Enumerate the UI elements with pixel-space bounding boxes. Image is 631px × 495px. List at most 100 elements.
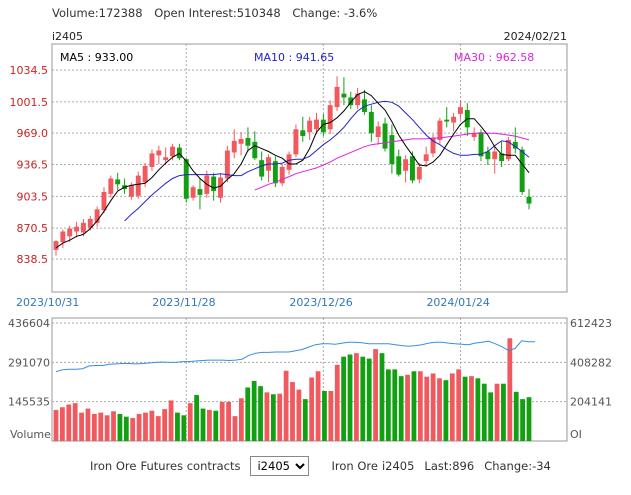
volume-bar <box>366 358 372 441</box>
candle-up <box>471 133 477 138</box>
volume-bar <box>232 416 238 441</box>
candle-up <box>457 107 463 114</box>
candle-up <box>505 139 511 160</box>
price-tick-label: 1034.5 <box>10 64 49 77</box>
candle-down <box>362 99 367 112</box>
candle-up <box>423 154 429 162</box>
candle-up <box>437 120 443 140</box>
price-tick-label: 838.5 <box>17 253 49 266</box>
volume-bar <box>175 412 180 441</box>
volume-bar <box>449 373 455 441</box>
ma10-line <box>124 100 530 222</box>
volume-bar <box>98 412 104 441</box>
last-price-label: Last:896 <box>424 459 475 473</box>
volume-bar <box>155 416 161 441</box>
candle-down <box>512 141 518 149</box>
candle-up <box>218 177 223 198</box>
volume-bar <box>219 401 225 441</box>
candle-down <box>211 176 217 192</box>
candle-up <box>307 120 313 133</box>
volume-bar <box>123 416 129 441</box>
candle-down <box>396 156 402 175</box>
volume-bar <box>149 410 155 441</box>
candle-up <box>101 191 107 211</box>
volume-bar <box>475 378 481 441</box>
candle-up <box>190 187 196 198</box>
volume-bar <box>66 404 72 441</box>
volume-bar <box>360 356 366 441</box>
candle-up <box>170 146 176 157</box>
ma30-legend: MA30 : 962.58 <box>454 51 534 64</box>
volume-bar <box>309 377 315 441</box>
volume-bar <box>322 391 327 441</box>
volume-bar <box>507 338 513 441</box>
candle-up <box>224 150 230 179</box>
candle-up <box>286 154 292 170</box>
candle-up <box>60 231 66 243</box>
volume-bar <box>143 412 148 441</box>
volume-bar <box>91 413 97 441</box>
volume-bar <box>302 399 308 441</box>
candle-up <box>67 228 73 237</box>
candle-up <box>492 151 498 160</box>
volume-bar <box>181 415 187 441</box>
kline-chart[interactable]: 1034.5 1001.5 969.0 936.5 903.5 870.5 838.5 202… <box>0 0 631 450</box>
price-tick-label: 903.5 <box>17 190 49 203</box>
oi-axis-label: OI <box>570 428 582 441</box>
volume-bar <box>187 403 193 441</box>
volume-bar <box>53 409 59 441</box>
candle-up <box>135 175 141 196</box>
volume-bar <box>136 413 142 441</box>
candle-up <box>238 138 244 144</box>
volume-bar <box>200 408 206 441</box>
volume-axis-label: Volume <box>10 428 51 441</box>
volume-bar <box>481 383 487 441</box>
candle-down <box>341 93 347 98</box>
volume-bar <box>501 383 506 441</box>
candle-up <box>231 140 237 153</box>
candle-up <box>156 150 162 156</box>
open-interest-label: Open Interest:510348 <box>154 6 281 20</box>
volume-bar <box>315 371 321 441</box>
oi-tick-label: 612423 <box>570 317 612 330</box>
volume-bar <box>194 395 200 441</box>
candle-down <box>272 161 278 184</box>
volume-bar <box>437 378 442 441</box>
volume-bar <box>245 387 251 441</box>
product-label: Iron Ore <box>90 459 137 473</box>
candle-down <box>252 141 258 159</box>
contract-code: i2405 <box>52 30 84 43</box>
volume-bar <box>79 412 84 441</box>
contract-select[interactable]: i2405 <box>250 456 310 476</box>
date-tick-label: 2024/01/24 <box>426 296 489 309</box>
volume-bar <box>520 399 526 441</box>
candle-down <box>183 159 189 199</box>
candle-up <box>80 222 86 233</box>
volume-bar <box>392 369 398 441</box>
candle-up <box>355 93 361 106</box>
volume-bar <box>494 383 500 441</box>
contract-selector-bar: Iron Ore Futures contracts i2405 Iron Or… <box>90 456 551 476</box>
price-plot-frame <box>51 43 568 293</box>
candle-up <box>53 241 59 250</box>
candle-up <box>430 137 436 154</box>
volume-bar <box>379 353 385 441</box>
candle-down <box>348 97 354 106</box>
candle-up <box>74 226 80 232</box>
candle-up <box>142 165 148 183</box>
volume-bar <box>117 413 123 441</box>
candle-up <box>334 86 340 108</box>
volume-bar <box>283 370 289 441</box>
volume-bar <box>334 364 340 441</box>
volume-bar <box>405 374 410 441</box>
candle-up <box>451 116 457 123</box>
volume-bar <box>430 373 436 441</box>
volume-bar <box>443 380 449 441</box>
candle-up <box>163 157 169 161</box>
candle-up <box>327 105 333 130</box>
volume-bar <box>104 415 110 441</box>
volume-bar <box>238 398 244 441</box>
volume-bar <box>277 393 283 441</box>
price-tick-label: 936.5 <box>17 159 49 172</box>
volume-bar <box>354 353 359 441</box>
